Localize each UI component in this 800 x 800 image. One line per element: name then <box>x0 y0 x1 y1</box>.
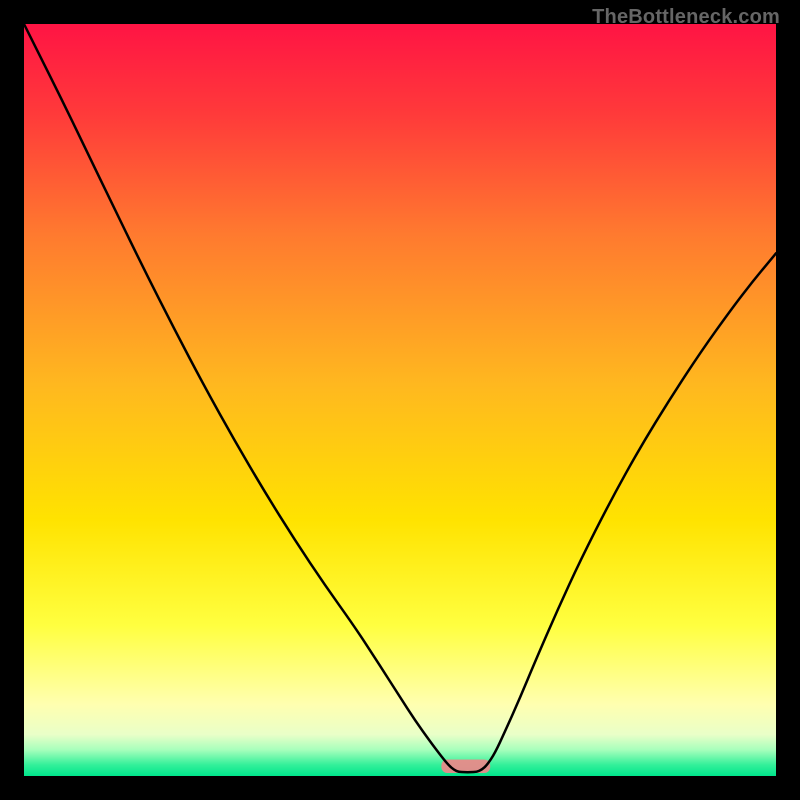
watermark-text: TheBottleneck.com <box>592 6 780 29</box>
bottleneck-chart <box>0 0 800 800</box>
chart-container: TheBottleneck.com <box>0 0 800 800</box>
chart-background <box>24 24 776 776</box>
